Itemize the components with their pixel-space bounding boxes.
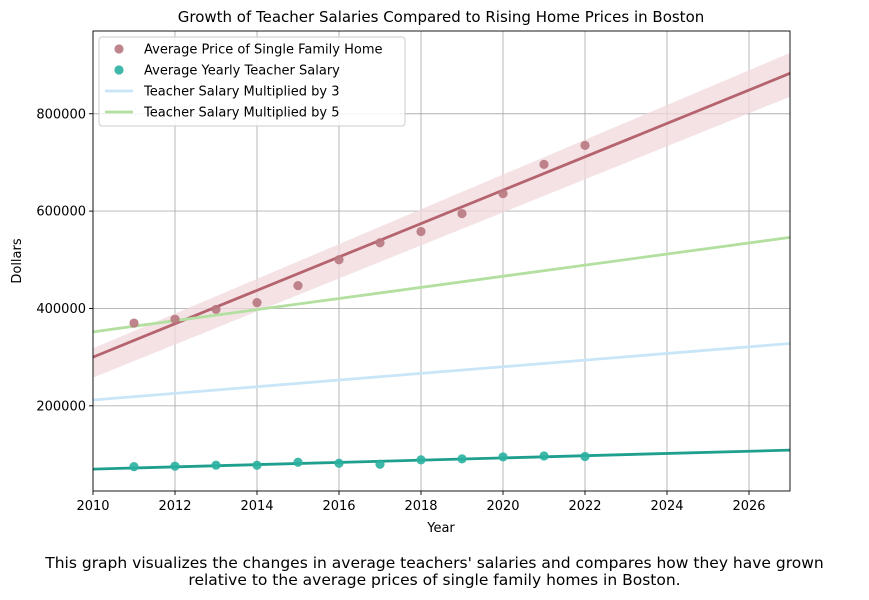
data-point bbox=[457, 208, 467, 219]
data-point bbox=[416, 226, 426, 237]
trend-lines bbox=[92, 72, 791, 471]
y-axis-label: Dollars bbox=[10, 238, 25, 283]
legend: Average Price of Single Family Home Avera… bbox=[98, 36, 406, 127]
x-tick-label: 2016 bbox=[322, 499, 355, 514]
data-point bbox=[293, 457, 303, 467]
legend-label: Average Price of Single Family Home bbox=[144, 43, 382, 58]
chart-title: Growth of Teacher Salaries Compared to R… bbox=[178, 8, 705, 26]
chart: Growth of Teacher Salaries Compared to R… bbox=[10, 8, 791, 536]
data-point bbox=[457, 454, 467, 464]
data-point bbox=[252, 460, 262, 470]
x-tick-label: 2020 bbox=[486, 499, 519, 514]
axis-ticks: 2010 2012 2014 2016 2018 2020 2022 2024 2026 2000… bbox=[36, 107, 765, 514]
plot-frame bbox=[92, 30, 791, 492]
data-point bbox=[498, 188, 508, 199]
legend-box bbox=[98, 36, 406, 127]
trend-line bbox=[92, 72, 791, 359]
x-tick-label: 2012 bbox=[158, 499, 191, 514]
caption-line-2: relative to the average prices of single… bbox=[188, 571, 681, 589]
x-tick-label: 2022 bbox=[568, 499, 601, 514]
data-point bbox=[375, 238, 385, 248]
y-tick-label: 200000 bbox=[36, 399, 86, 414]
data-point bbox=[580, 140, 590, 150]
data-point bbox=[211, 460, 221, 470]
data-point bbox=[170, 314, 180, 324]
x-axis-label: Year bbox=[426, 521, 455, 536]
legend-marker-swatch bbox=[114, 65, 124, 75]
legend-label: Teacher Salary Multiplied by 5 bbox=[143, 106, 340, 121]
data-point bbox=[375, 459, 385, 469]
trend-line bbox=[92, 448, 791, 471]
trend-line bbox=[92, 236, 791, 334]
data-point bbox=[293, 280, 303, 291]
data-point bbox=[539, 159, 549, 169]
x-tick-label: 2010 bbox=[76, 499, 109, 514]
data-point bbox=[334, 255, 344, 265]
data-point bbox=[252, 298, 262, 308]
caption: This graph visualizes the changes in ave… bbox=[0, 555, 869, 589]
x-tick-label: 2018 bbox=[404, 499, 437, 514]
data-point bbox=[539, 451, 549, 461]
legend-marker-swatch bbox=[114, 44, 124, 54]
data-point bbox=[498, 452, 508, 462]
legend-label: Average Yearly Teacher Salary bbox=[144, 64, 340, 79]
data-point bbox=[170, 461, 180, 471]
y-tick-label: 800000 bbox=[36, 107, 86, 122]
x-tick-label: 2024 bbox=[650, 499, 683, 514]
trend-line bbox=[92, 342, 791, 402]
data-point bbox=[211, 304, 221, 315]
y-tick-label: 600000 bbox=[36, 205, 86, 220]
data-point bbox=[580, 451, 590, 462]
legend-label: Teacher Salary Multiplied by 3 bbox=[143, 85, 340, 100]
x-tick-label: 2014 bbox=[240, 499, 273, 514]
caption-line-1: This graph visualizes the changes in ave… bbox=[45, 554, 824, 572]
data-point bbox=[416, 455, 426, 465]
data-point bbox=[129, 318, 139, 328]
y-tick-label: 400000 bbox=[36, 302, 86, 317]
data-point bbox=[334, 458, 344, 468]
x-tick-label: 2026 bbox=[732, 499, 765, 514]
data-points bbox=[129, 140, 590, 472]
data-point bbox=[129, 462, 139, 472]
